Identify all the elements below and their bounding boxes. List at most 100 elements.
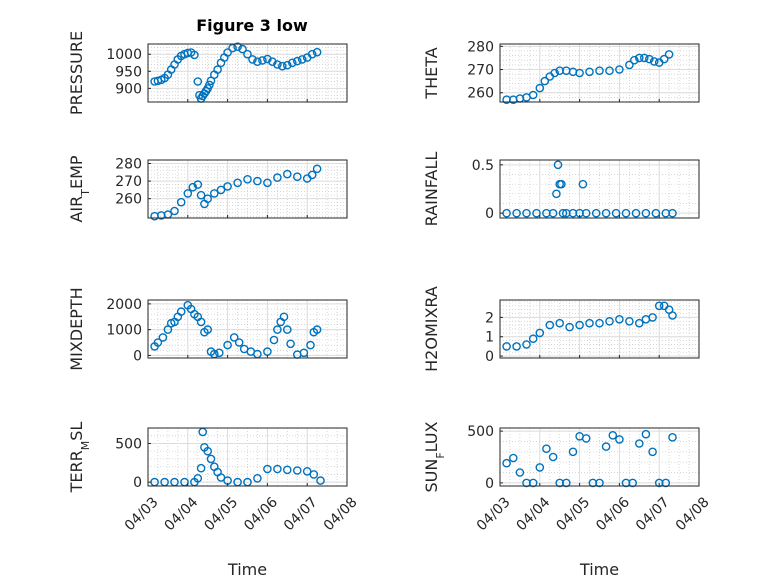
y-tick-label: 500 — [467, 424, 494, 440]
y-tick-label: 2 — [485, 310, 494, 326]
data-point — [595, 66, 604, 75]
data-point — [176, 197, 186, 207]
axes-frame — [499, 43, 700, 103]
y-tick-label: 950 — [115, 64, 142, 80]
data-point — [508, 453, 518, 463]
y-axis-label: TERRMSL — [67, 422, 92, 494]
data-point — [512, 208, 521, 218]
data-point — [640, 53, 649, 63]
data-point — [615, 65, 624, 74]
data-point — [198, 427, 207, 437]
y-tick-label: 1000 — [106, 47, 142, 63]
data-point — [190, 50, 199, 60]
data-point — [648, 447, 657, 457]
data-point — [214, 348, 224, 358]
data-point — [258, 56, 267, 65]
data-point — [668, 208, 677, 218]
data-point — [630, 55, 639, 65]
data-point — [532, 208, 541, 218]
data-point — [502, 342, 511, 351]
y-tick-label: 0 — [485, 476, 494, 492]
data-point — [306, 340, 315, 350]
data-point — [213, 65, 222, 74]
y-axis-label: MIXDEPTH — [67, 287, 86, 370]
y-tick-label: 280 — [115, 157, 142, 173]
subplot-terr-msl: 0 500 04/03 04/04 04/05 04/06 04/07 04/08 TERRMS… — [67, 422, 361, 579]
x-tick-label: 04/03 — [122, 494, 162, 534]
data-point — [550, 68, 560, 78]
data-point — [183, 189, 193, 198]
data-point — [565, 322, 574, 332]
y-tick-label: 0 — [485, 206, 494, 222]
data-point — [575, 320, 584, 330]
data-point — [649, 57, 659, 66]
data-point — [302, 466, 312, 476]
y-tick-label: 1000 — [106, 323, 142, 339]
y-tick-label: 260 — [467, 86, 494, 102]
y-tick-label: 0 — [133, 475, 142, 491]
data-point — [193, 77, 203, 86]
data-point — [287, 58, 297, 68]
data-point — [292, 466, 302, 475]
y-tick-label: 270 — [467, 63, 494, 79]
data-point — [631, 208, 641, 218]
data-point — [625, 316, 634, 326]
data-point — [223, 340, 232, 350]
y-tick-label: 270 — [115, 174, 142, 190]
data-point — [299, 348, 309, 358]
data-point — [502, 458, 511, 468]
data-point — [248, 55, 257, 64]
data-point — [297, 55, 307, 64]
data-point — [193, 473, 203, 483]
data-point — [528, 90, 538, 100]
data-point — [273, 325, 282, 334]
subplot-h2omixra: 0 1 2 H2OMIXRA — [422, 286, 700, 372]
data-point — [605, 66, 614, 75]
data-point — [512, 342, 521, 351]
axes-frame — [499, 159, 700, 219]
data-point — [635, 318, 644, 328]
data-point — [535, 328, 545, 338]
data-point — [651, 208, 661, 218]
data-point — [243, 49, 252, 59]
axes-frame — [499, 299, 700, 359]
data-point — [253, 57, 262, 67]
data-point — [312, 47, 322, 57]
y-axis-label: SUNFLUX — [422, 421, 447, 492]
data-point — [553, 160, 563, 170]
data-point — [209, 189, 219, 198]
data-point — [522, 340, 531, 349]
data-point — [153, 338, 163, 347]
x-tick-label: 04/08 — [321, 494, 361, 534]
data-point — [625, 60, 634, 70]
data-point — [608, 430, 618, 440]
subplot-rainfall: 0 0.5 RAINFALL — [422, 152, 700, 226]
y-axis-label: H2OMIXRA — [422, 286, 441, 372]
data-point — [269, 335, 279, 345]
data-point — [286, 339, 295, 349]
x-tick-label: 04/06 — [593, 494, 633, 534]
data-point — [279, 312, 289, 322]
data-point — [216, 185, 226, 195]
data-point — [277, 61, 287, 71]
x-axis-label: Time — [227, 560, 267, 579]
data-point — [206, 454, 216, 464]
data-point — [253, 176, 262, 186]
data-point — [282, 60, 292, 70]
x-tick-label: 04/07 — [633, 494, 673, 534]
data-point — [243, 174, 252, 184]
data-point — [253, 473, 262, 483]
data-point — [601, 442, 611, 451]
data-point — [581, 434, 591, 443]
figure-title: Figure 3 low — [196, 16, 308, 35]
subplot-theta: 260 270 280 THETA — [422, 39, 700, 104]
data-point — [635, 53, 644, 63]
data-point — [273, 464, 282, 474]
data-point — [176, 307, 186, 316]
axes-frame — [147, 427, 348, 487]
x-tick-label: 04/03 — [474, 494, 514, 534]
data-point — [575, 68, 584, 78]
data-point — [216, 473, 226, 482]
data-point — [312, 164, 322, 174]
